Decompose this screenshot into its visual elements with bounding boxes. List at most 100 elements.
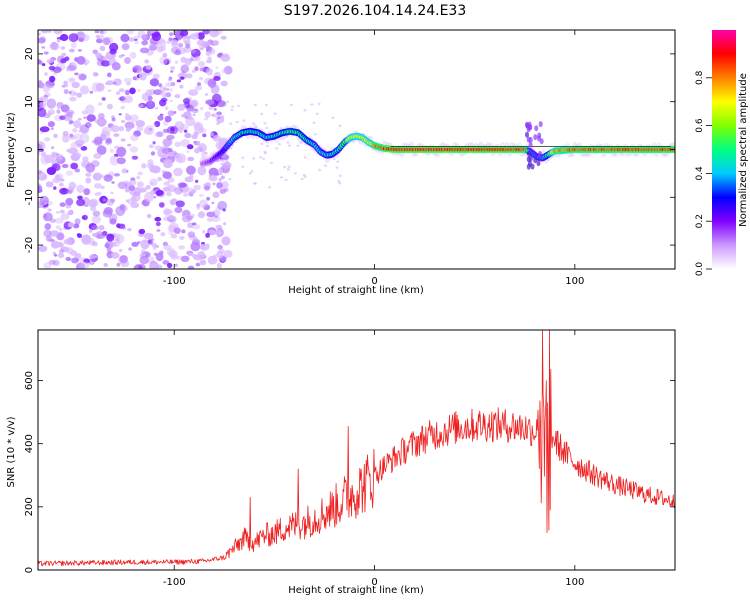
ridge-disturbance <box>538 151 543 157</box>
noise-speckle <box>162 138 173 147</box>
noise-speckle <box>186 215 194 220</box>
noise-speckle <box>174 94 181 99</box>
noise-speckle <box>197 32 205 40</box>
noise-speckle <box>85 177 92 184</box>
noise-speckle <box>68 33 79 43</box>
noise-speckle <box>160 232 166 237</box>
noise-speckle <box>178 43 184 48</box>
noise-speckle <box>73 133 83 140</box>
noise-speckle <box>138 228 146 235</box>
noise-speckle <box>148 127 153 131</box>
noise-speckle <box>100 60 111 67</box>
ridge-disturbance <box>533 134 538 141</box>
noise-speckle <box>102 56 107 61</box>
noise-speckle <box>96 145 107 155</box>
noise-speckle <box>149 260 159 269</box>
noise-speckle <box>149 178 158 187</box>
noise-speckle <box>253 103 257 107</box>
noise-speckle <box>268 186 272 189</box>
noise-speckle <box>41 30 49 34</box>
noise-speckle <box>118 88 125 93</box>
noise-speckle <box>199 199 208 208</box>
noise-speckle <box>82 156 89 162</box>
noise-speckle <box>205 232 211 238</box>
noise-speckle <box>175 200 185 208</box>
noise-speckle <box>110 125 120 133</box>
noise-speckle <box>92 49 98 55</box>
noise-speckle <box>156 46 164 53</box>
noise-speckle <box>129 51 137 59</box>
ridge-disturbance <box>528 155 533 162</box>
noise-speckle <box>338 174 342 177</box>
noise-speckle <box>68 77 76 83</box>
noise-speckle <box>139 256 149 265</box>
noise-speckle <box>144 125 155 136</box>
noise-speckle <box>38 32 41 36</box>
colorbar-ticks: 0.0 0.2 0.4 0.6 0.8 <box>695 70 712 276</box>
noise-speckle <box>221 236 231 246</box>
noise-speckle <box>79 124 90 134</box>
noise-speckle <box>185 73 193 79</box>
noise-speckle <box>220 80 228 87</box>
noise-speckle <box>252 182 256 185</box>
noise-speckle <box>154 216 162 222</box>
noise-speckle <box>79 133 90 144</box>
ridge-disturbance <box>534 125 539 132</box>
noise-speckle <box>218 168 223 174</box>
noise-speckle <box>39 101 47 108</box>
noise-speckle <box>53 133 58 139</box>
noise-speckle <box>176 255 183 260</box>
noise-speckle <box>56 109 61 114</box>
noise-speckle <box>63 89 69 95</box>
noise-speckle <box>208 229 215 235</box>
noise-speckle <box>187 222 194 229</box>
noise-speckle <box>211 201 215 205</box>
noise-speckle <box>148 144 154 149</box>
noise-speckle <box>50 127 54 130</box>
noise-speckle <box>103 263 108 267</box>
noise-speckle <box>40 154 50 165</box>
noise-speckle <box>70 162 79 170</box>
noise-speckle <box>77 195 83 200</box>
noise-speckle <box>56 211 60 214</box>
noise-speckle <box>198 76 204 81</box>
noise-speckle <box>152 124 157 127</box>
noise-speckle <box>132 66 140 72</box>
noise-speckle <box>220 53 231 62</box>
noise-speckle <box>212 191 220 199</box>
noise-speckle <box>74 72 79 76</box>
noise-speckle <box>241 165 245 168</box>
noise-speckle <box>126 81 131 86</box>
colorbar-tick-label: 0.8 <box>695 70 705 85</box>
noise-speckle <box>310 103 314 106</box>
noise-speckle <box>191 189 197 194</box>
noise-speckle <box>212 40 219 46</box>
noise-speckle <box>262 157 266 160</box>
noise-speckle <box>138 72 147 81</box>
noise-speckle <box>205 51 211 57</box>
bottom-y-tick-label: 0 <box>24 567 35 573</box>
ridge-disturbance <box>539 138 544 145</box>
noise-speckle <box>140 239 150 250</box>
noise-speckle <box>81 234 91 244</box>
noise-speckle <box>203 151 208 155</box>
noise-speckle <box>78 130 82 133</box>
noise-speckle <box>107 72 112 78</box>
noise-speckle <box>120 120 126 123</box>
noise-speckle <box>74 218 81 225</box>
noise-speckle <box>196 204 201 208</box>
noise-speckle <box>223 222 227 226</box>
noise-speckle <box>92 172 103 181</box>
noise-speckle <box>128 185 136 192</box>
noise-speckle <box>132 76 137 81</box>
noise-speckle <box>103 174 113 182</box>
noise-speckle <box>98 118 108 126</box>
noise-speckle <box>100 185 105 189</box>
top-y-axis-ticks: -20 -10 0 10 20 <box>24 48 675 253</box>
noise-speckle <box>182 192 189 197</box>
noise-speckle <box>285 135 289 138</box>
noise-speckle <box>202 133 207 138</box>
noise-speckle <box>127 228 132 232</box>
noise-speckle <box>100 130 111 140</box>
noise-speckle <box>206 217 213 222</box>
